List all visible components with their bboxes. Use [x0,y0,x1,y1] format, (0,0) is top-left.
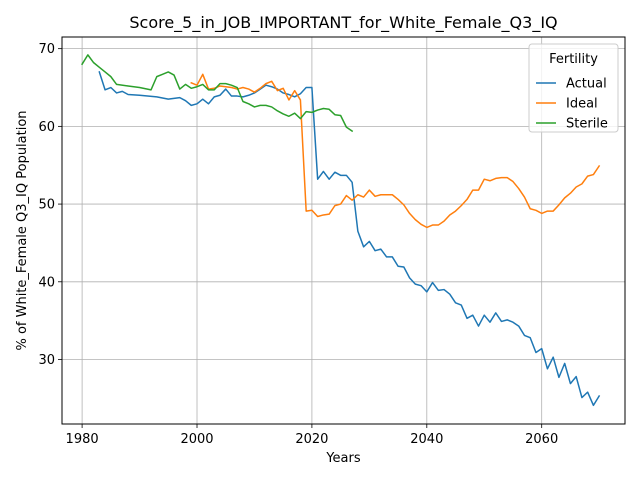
y-axis: 30 40 50 60 70 [38,42,62,368]
x-axis: 1980 2000 2020 2040 2060 [66,424,558,447]
legend-label-actual: Actual [566,77,607,92]
series-layer [81,54,601,407]
y-tick-label: 60 [38,120,55,135]
x-tick-label: 2000 [180,432,213,447]
legend-box [528,43,619,133]
y-axis-label: % of White_Female Q3_IQ Population [15,110,30,350]
y-tick-label: 40 [38,275,55,290]
x-tick-label: 2040 [410,432,443,447]
y-tick-label: 70 [38,42,55,57]
plot-frame [61,36,626,425]
x-axis-label: Years [325,451,361,466]
chart-title: Score_5_in_JOB_IMPORTANT_for_White_Femal… [129,13,557,33]
series-line-sterile [81,54,354,133]
x-tick-label: 2060 [525,432,558,447]
series-line-actual [98,71,601,407]
x-tick-label: 1980 [66,432,99,447]
x-tick-label: 2020 [295,432,328,447]
legend-label-ideal: Ideal [566,97,598,112]
y-tick-label: 50 [38,198,55,213]
legend-label-sterile: Sterile [566,117,608,132]
legend: Fertility Actual Ideal Sterile [528,43,619,133]
y-tick-label: 30 [38,353,55,368]
legend-title: Fertility [549,52,598,67]
series-line-ideal [190,73,601,229]
